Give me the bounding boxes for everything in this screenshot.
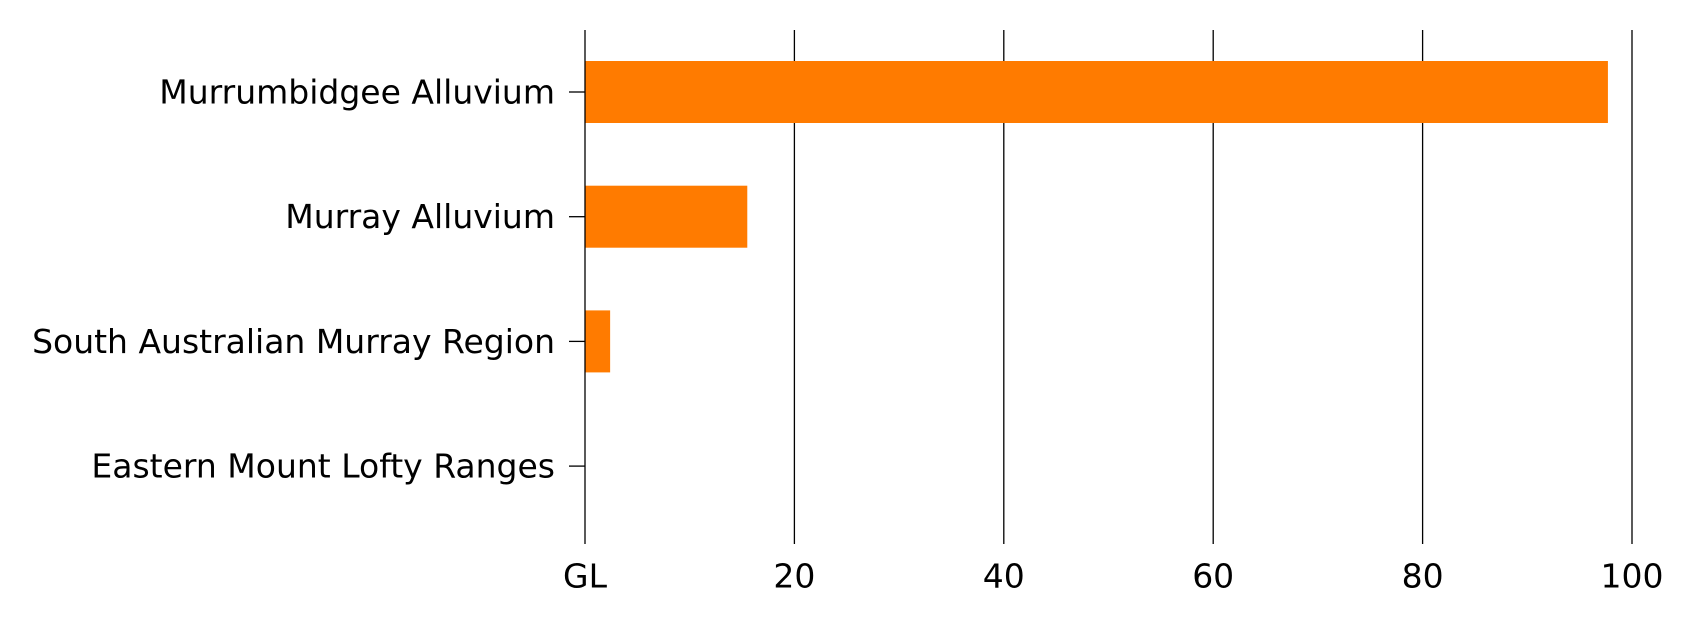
x-tick-label-100: 100 [1601,557,1664,596]
x-tick-label-60: 60 [1192,557,1234,596]
bar-0 [585,61,1608,123]
x-tick-label-0: GL [563,557,608,596]
x-tick-label-20: 20 [773,557,815,596]
category-label-1: Murray Alluvium [285,197,555,236]
x-tick-label-40: 40 [983,557,1025,596]
bars [585,61,1608,373]
category-labels: Murrumbidgee Alluvium Murray Alluvium Sout… [32,73,555,486]
x-tick-labels: GL 20 40 60 80 100 [563,557,1663,596]
category-label-0: Murrumbidgee Alluvium [159,73,555,112]
bar-2 [585,310,611,373]
y-axis [569,30,586,544]
category-label-3: Eastern Mount Lofty Ranges [91,447,555,486]
bar-1 [585,185,748,248]
x-tick-label-80: 80 [1402,557,1444,596]
category-label-2: South Australian Murray Region [32,322,555,361]
